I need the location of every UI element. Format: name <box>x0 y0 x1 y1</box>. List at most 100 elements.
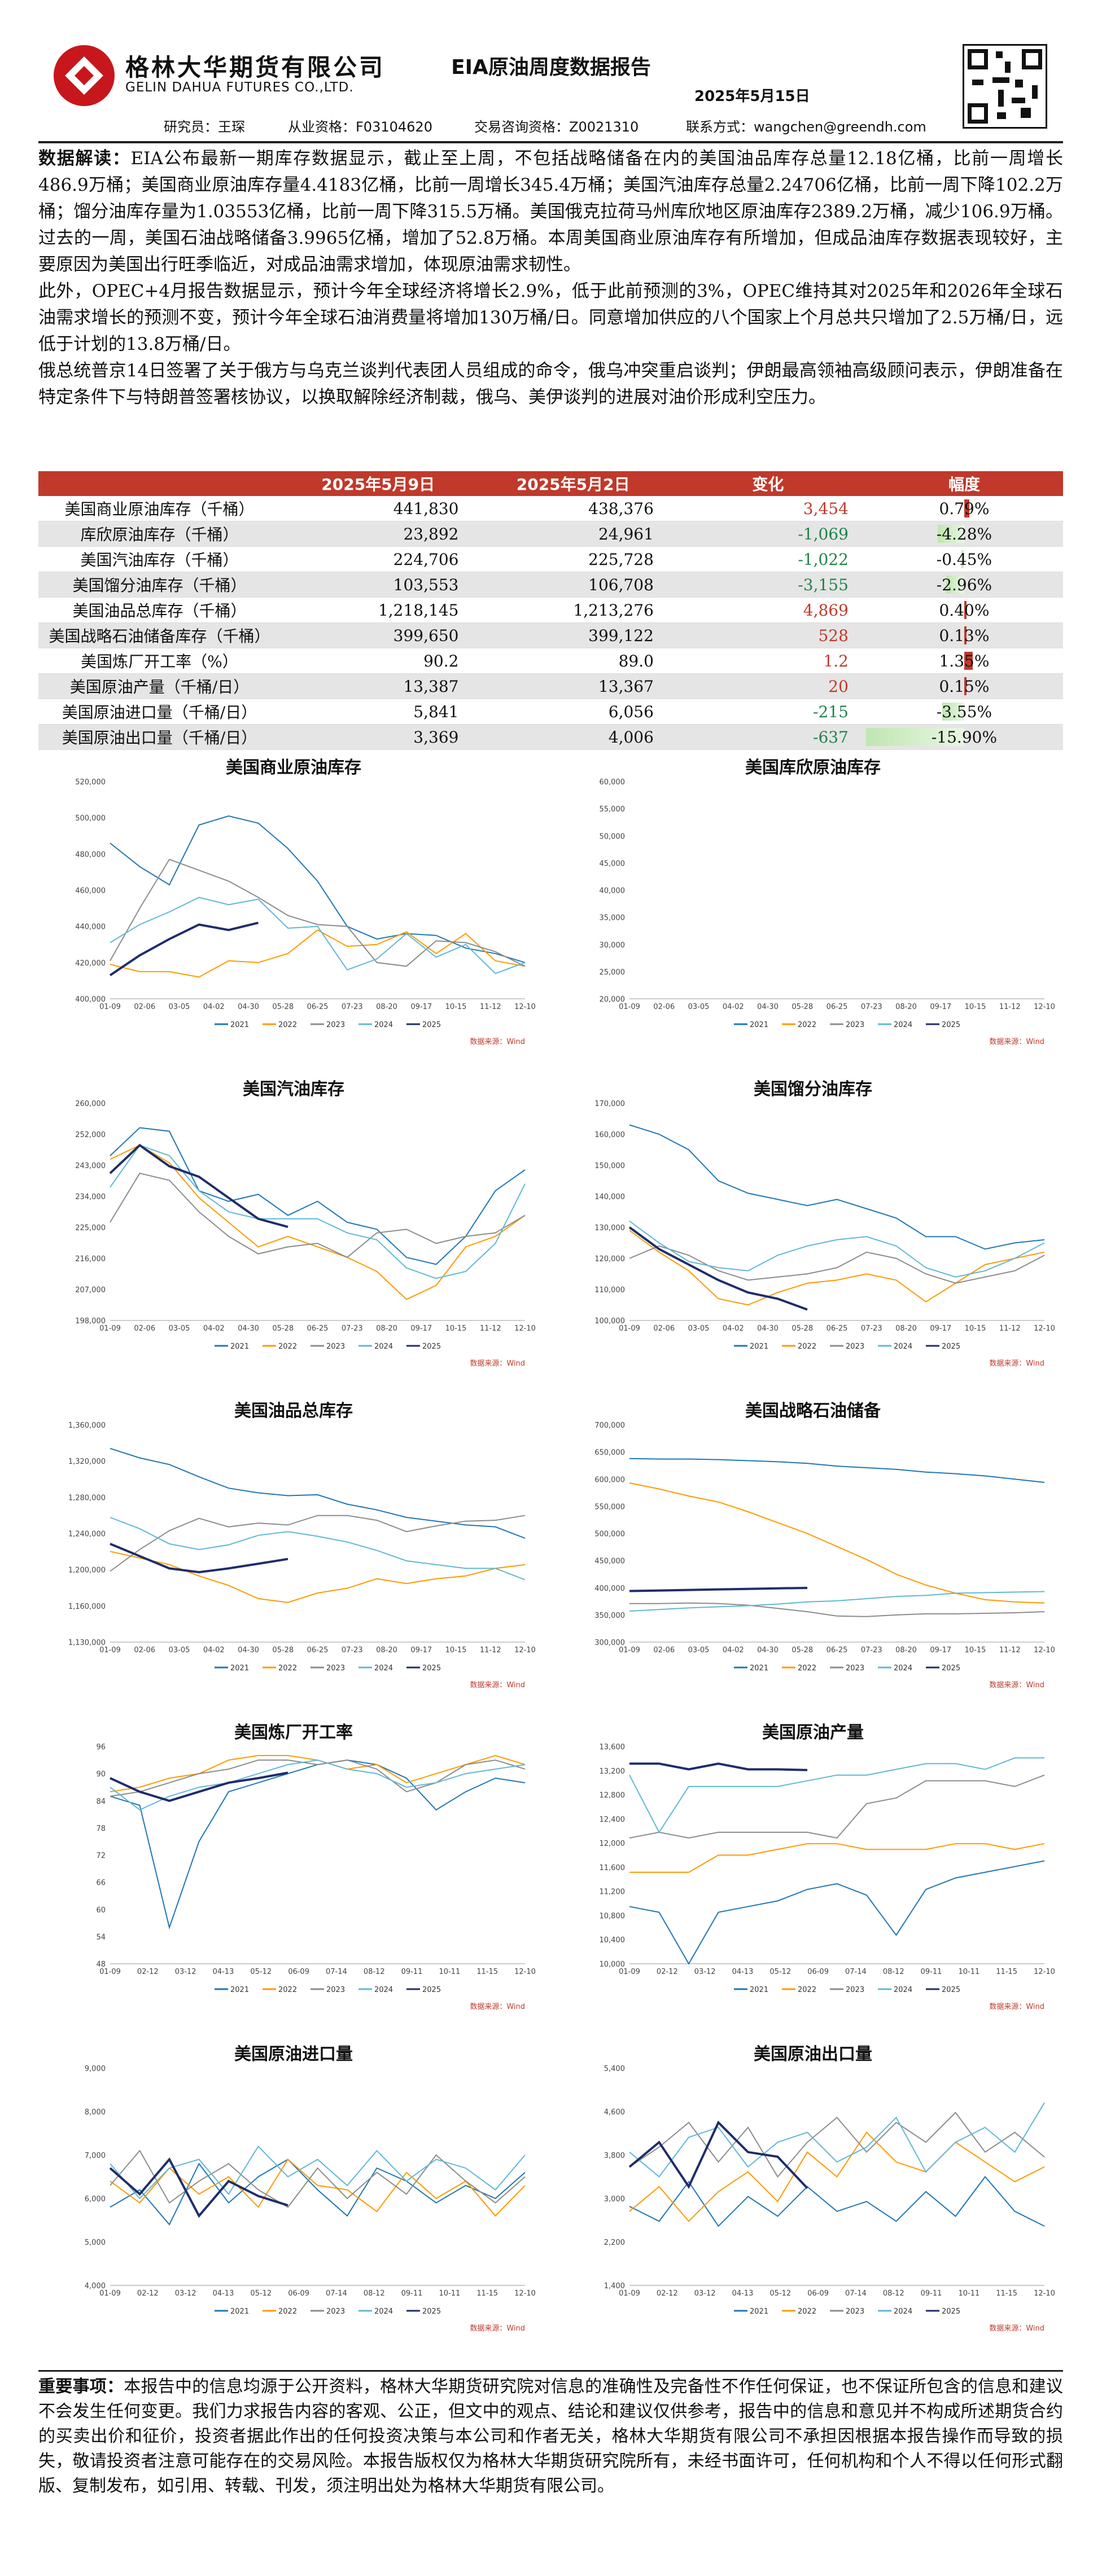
qr-code-icon <box>963 44 1047 129</box>
x-tick-label: 06-25 <box>826 1646 848 1655</box>
x-tick-label: 02-12 <box>137 1968 159 1976</box>
table-row: 美国商业原油库存（千桶） 441,830 438,376 3,454 0.79% <box>38 496 1063 521</box>
series-line-2022 <box>110 1551 526 1603</box>
y-tick-label: 5,000 <box>85 2239 106 2247</box>
y-tick-label: 8,000 <box>85 2108 106 2117</box>
percent-bar <box>938 525 964 543</box>
y-tick-label: 450,000 <box>594 1557 625 1566</box>
row-label: 美国商业原油库存（千桶） <box>38 496 281 521</box>
y-tick-label: 5,400 <box>604 2065 625 2073</box>
percent-cell: -3.55% <box>865 699 1063 725</box>
percent-value: 0.40% <box>939 600 990 620</box>
legend-label: 2021 <box>750 2307 768 2316</box>
analysis-paragraph-1: 数据解读：EIA公布最新一期库存数据显示，截止至上周，不包括战略储备在内的美国油… <box>38 148 1063 275</box>
series-line-2024 <box>110 2145 526 2200</box>
line-chart: 100,000 110,000 120,000 130,000 140,000 150,0… <box>594 1100 1055 1368</box>
y-tick-label: 7,000 <box>85 2152 106 2160</box>
x-tick-label: 10-11 <box>439 1968 460 1976</box>
chart-source: 数据来源：Wind <box>989 1681 1044 1689</box>
x-tick-label: 01-09 <box>99 1003 121 1011</box>
x-tick-label: 08-12 <box>883 2289 904 2298</box>
legend-label: 2023 <box>326 1342 345 1351</box>
x-tick-label: 04-02 <box>723 1003 744 1011</box>
legend-label: 2024 <box>894 2307 912 2316</box>
percent-bar <box>961 550 964 568</box>
x-tick-label: 12-10 <box>514 1324 536 1333</box>
chart-panel: 美国馏分油库存 100,000 110,000 120,000 130,000 140,0… <box>570 1075 1056 1380</box>
previous-value: 89.0 <box>475 648 671 674</box>
x-tick-label: 06-09 <box>807 1968 829 1976</box>
x-tick-label: 01-09 <box>619 1646 640 1655</box>
y-tick-label: 500,000 <box>594 1530 625 1539</box>
x-tick-label: 06-09 <box>288 2289 309 2298</box>
series-line-2023 <box>629 1245 1045 1284</box>
x-tick-label: 11-12 <box>999 1324 1021 1333</box>
x-tick-label: 09-17 <box>410 1646 432 1655</box>
percent-value: -4.28% <box>936 524 992 543</box>
series-line-2023 <box>629 2112 1045 2178</box>
x-tick-label: 02-06 <box>653 1003 675 1011</box>
series-line-2025 <box>110 1771 288 1802</box>
x-tick-label: 05-28 <box>272 1324 294 1333</box>
x-tick-label: 04-02 <box>723 1324 744 1333</box>
series-line-2025 <box>629 1587 808 1592</box>
x-tick-label: 04-02 <box>723 1646 744 1655</box>
series-line-2024 <box>629 1221 1045 1278</box>
x-tick-label: 08-12 <box>364 2289 385 2298</box>
legend-label: 2022 <box>278 1664 297 1673</box>
percent-value: 0.15% <box>939 677 990 696</box>
row-label: 美国原油出口量（千桶/日） <box>38 724 281 750</box>
x-tick-label: 10-15 <box>965 1646 986 1655</box>
legend-label: 2023 <box>846 1021 864 1029</box>
x-tick-label: 06-09 <box>288 1968 309 1976</box>
x-tick-label: 12-10 <box>514 2289 536 2298</box>
percent-cell: -0.45% <box>865 546 1063 572</box>
y-tick-label: 207,000 <box>75 1286 106 1294</box>
table-header-name <box>38 471 281 496</box>
series-line-2021 <box>629 1458 1045 1483</box>
x-tick-label: 04-13 <box>213 1968 234 1976</box>
current-value: 1,218,145 <box>280 597 476 623</box>
previous-value: 6,056 <box>475 699 671 725</box>
chart-panel: 美国库欣原油库存 20,000 25,000 30,000 35,000 40,000 45… <box>570 753 1056 1058</box>
x-tick-label: 03-05 <box>169 1324 190 1333</box>
change-value: -215 <box>670 699 865 725</box>
table-header-percent: 幅度 <box>865 471 1063 496</box>
x-tick-label: 09-17 <box>930 1324 951 1333</box>
x-tick-label: 11-12 <box>480 1646 501 1655</box>
y-tick-label: 11,600 <box>600 1864 626 1872</box>
series-line-2025 <box>629 1762 808 1771</box>
x-tick-label: 09-17 <box>930 1646 951 1655</box>
researcher-info-bar: 研究员：王琛 从业资格：F03104620 交易咨询资格：Z0021310 联系… <box>0 116 1102 138</box>
previous-value: 24,961 <box>475 521 671 547</box>
x-tick-label: 10-15 <box>445 1003 467 1011</box>
y-tick-label: 216,000 <box>75 1255 106 1263</box>
legend-label: 2024 <box>374 1342 393 1351</box>
x-tick-label: 03-05 <box>169 1003 190 1011</box>
chart-source: 数据来源：Wind <box>470 1359 525 1368</box>
x-tick-label: 01-09 <box>619 1324 640 1333</box>
researcher-qualification: 从业资格：F03104620 <box>288 119 432 135</box>
x-tick-label: 11-15 <box>476 2289 498 2298</box>
analysis-section: 数据解读：EIA公布最新一期库存数据显示，截止至上周，不包括战略储备在内的美国油… <box>38 146 1063 411</box>
x-tick-label: 10-15 <box>965 1324 986 1333</box>
x-tick-label: 01-09 <box>99 1646 121 1655</box>
x-tick-label: 09-17 <box>410 1324 432 1333</box>
line-chart: 1,130,000 1,160,000 1,200,000 1,240,000 1,28… <box>68 1421 536 1689</box>
x-tick-label: 05-12 <box>250 1968 272 1976</box>
legend-label: 2023 <box>846 1342 864 1351</box>
y-tick-label: 60 <box>96 1906 106 1915</box>
series-line-2023 <box>110 2149 526 2208</box>
line-chart: 20,000 25,000 30,000 35,000 40,000 45,000 50,0… <box>600 778 1055 1046</box>
row-label: 美国原油进口量（千桶/日） <box>38 699 281 725</box>
percent-value: -2.96% <box>936 575 992 594</box>
legend-label: 2021 <box>750 1021 768 1029</box>
x-tick-label: 12-10 <box>1034 1324 1055 1333</box>
x-tick-label: 07-23 <box>342 1646 363 1655</box>
x-tick-label: 03-12 <box>694 1968 716 1976</box>
previous-value: 1,213,276 <box>475 597 671 623</box>
header-divider <box>38 141 1063 143</box>
x-tick-label: 08-12 <box>883 1968 904 1976</box>
y-tick-label: 100,000 <box>594 1317 625 1326</box>
legend-label: 2022 <box>278 1021 297 1029</box>
